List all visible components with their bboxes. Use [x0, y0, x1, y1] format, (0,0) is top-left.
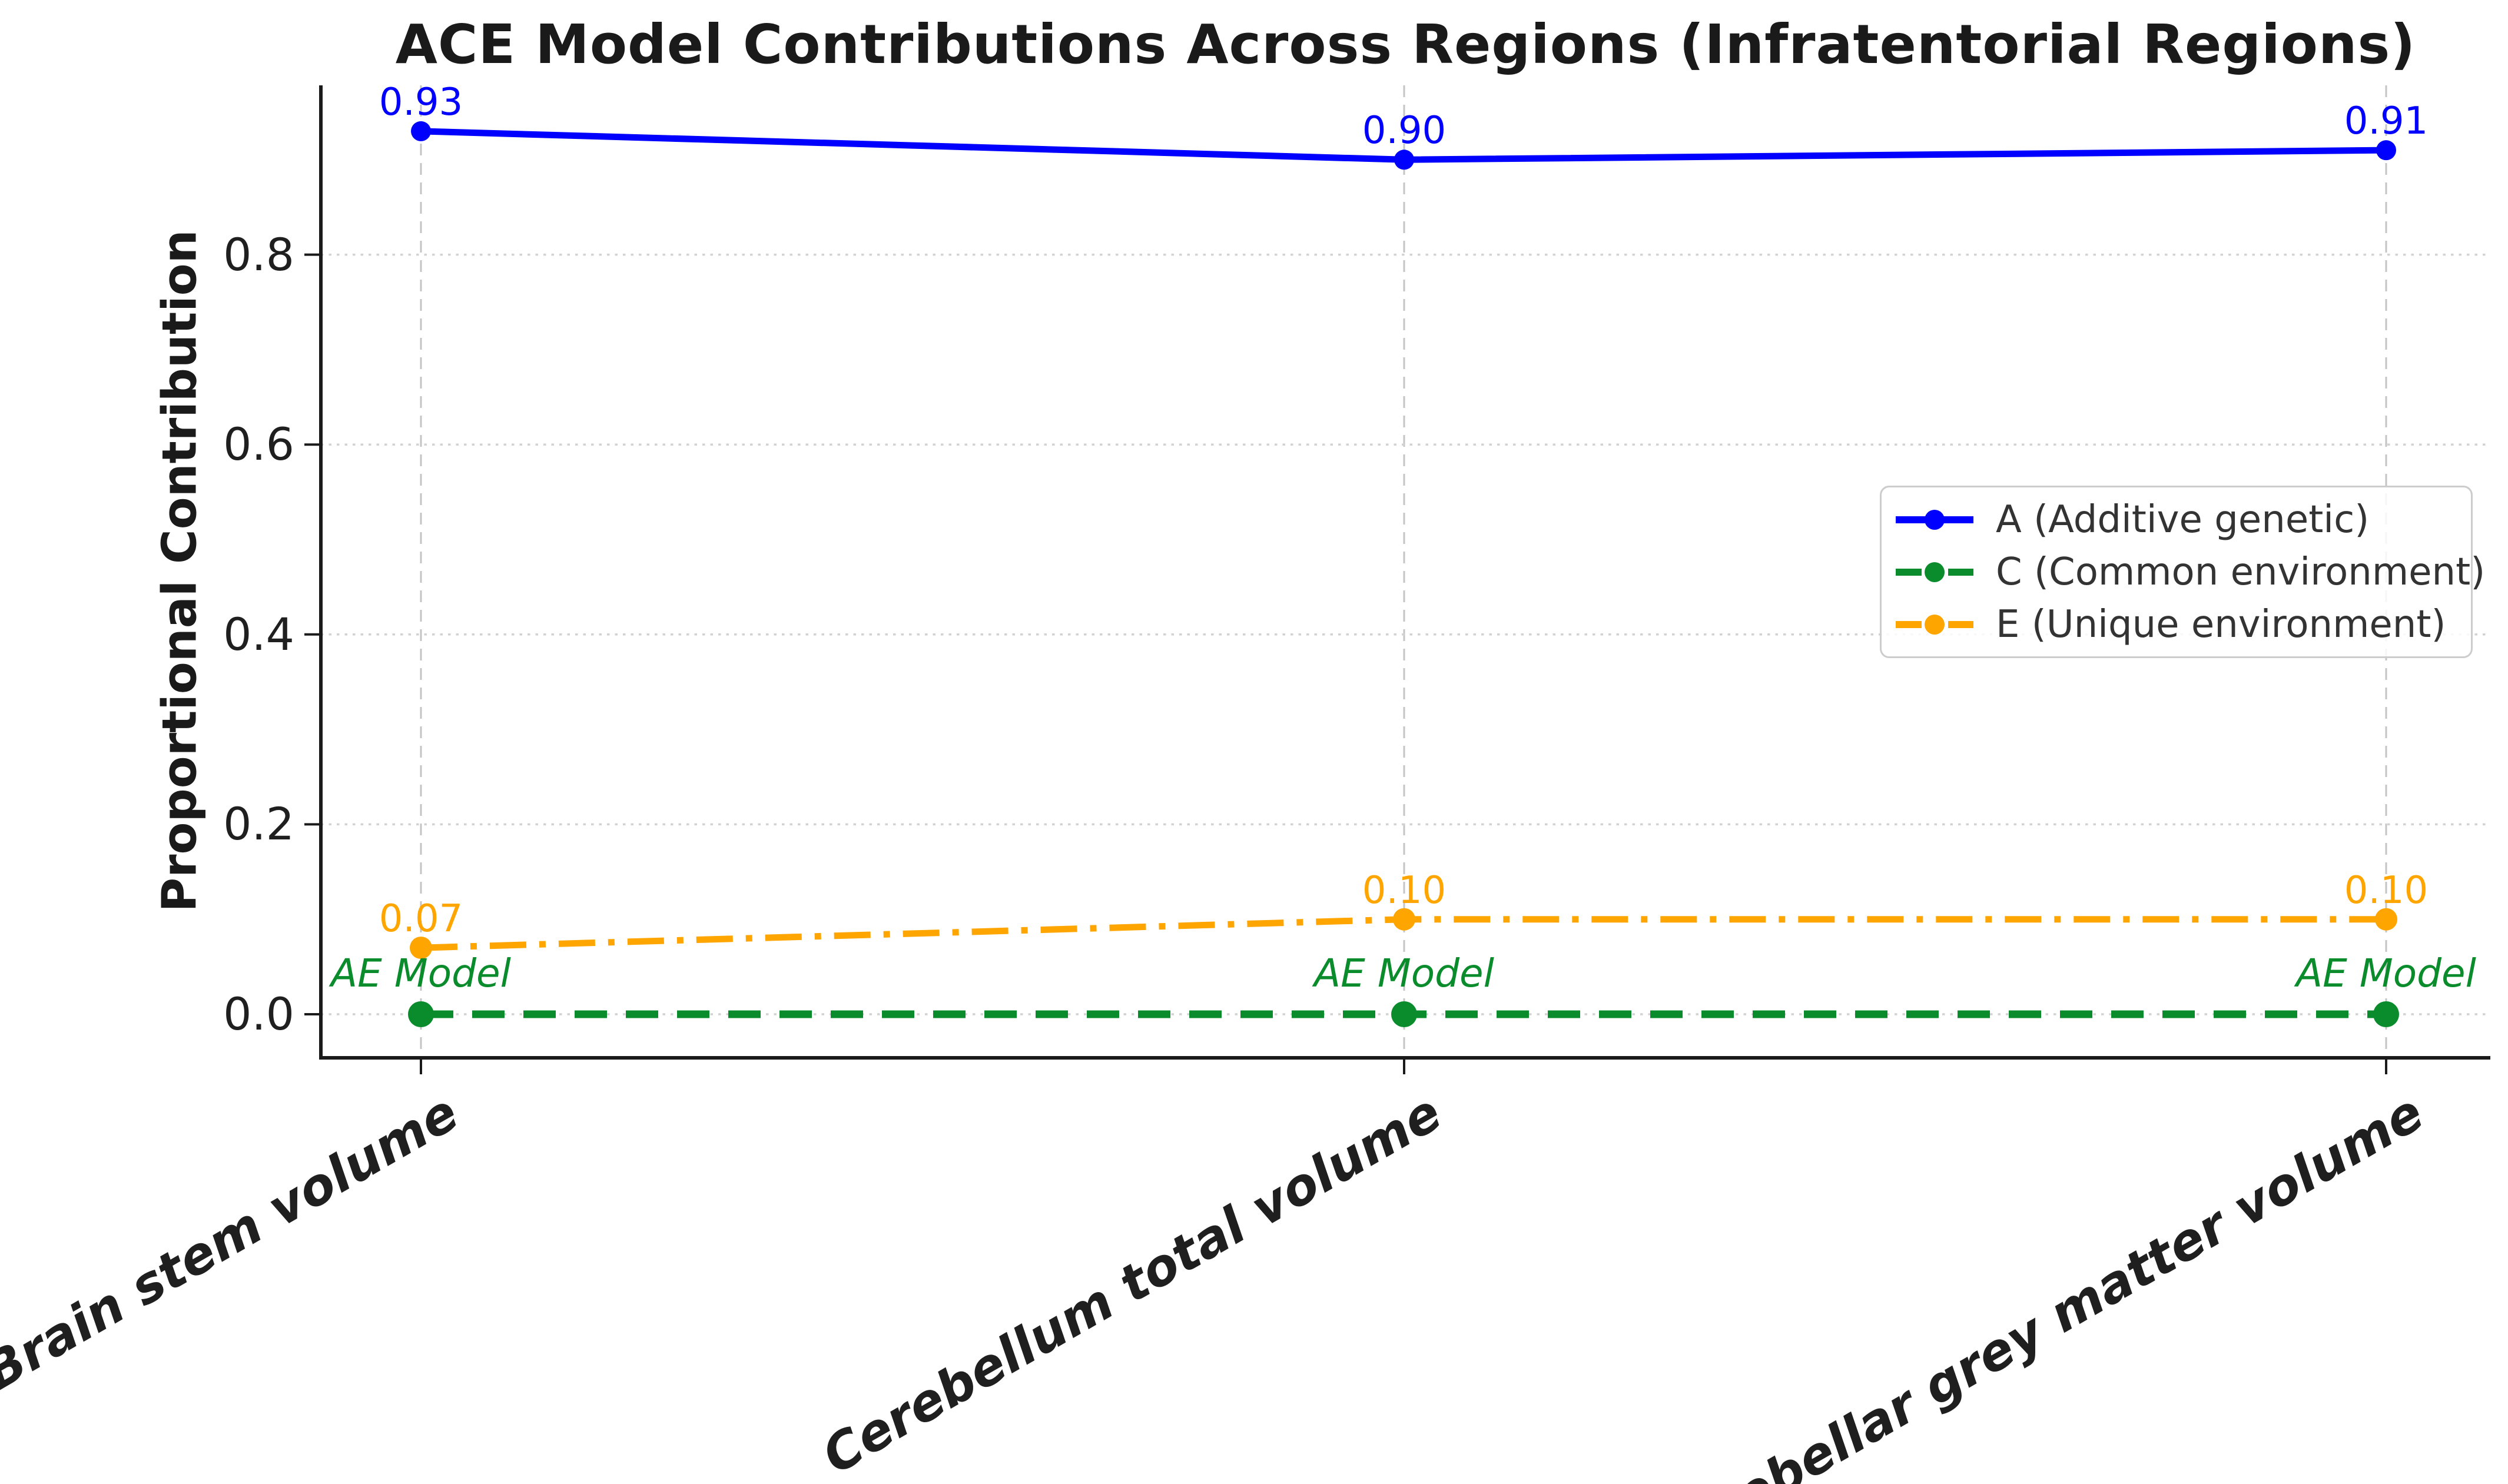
point-label-A-2: 0.91	[2344, 99, 2429, 144]
ytick-0.8: 0.8	[223, 228, 294, 281]
data-point-C-0	[408, 1001, 434, 1027]
point-label-E-0: 0.07	[379, 897, 463, 941]
ytick-0.4: 0.4	[223, 608, 294, 660]
legend-sample-marker-E	[1925, 614, 1945, 635]
annotation-ae-model-1: AE Model	[1314, 951, 1494, 996]
legend-label-common-environment: C (Common environment)	[1996, 550, 2486, 594]
data-point-E-0	[410, 937, 432, 960]
point-label-E-1: 0.10	[1362, 868, 1447, 912]
legend-sample-line-c-icon	[1896, 562, 1973, 582]
legend: A (Additive genetic) C (Common environme…	[1880, 486, 2485, 658]
legend-row-unique-environment: E (Unique environment)	[1893, 599, 2471, 650]
legend-label-additive-genetic: A (Additive genetic)	[1996, 497, 2370, 542]
legend-sample-marker-C	[1925, 562, 1945, 582]
point-label-E-2: 0.10	[2344, 868, 2429, 912]
data-point-C-1	[1391, 1001, 1417, 1027]
legend-row-additive-genetic: A (Additive genetic)	[1893, 494, 2471, 546]
data-point-A-1	[1394, 150, 1414, 170]
ytick-0.2: 0.2	[223, 798, 294, 850]
legend-sample-marker-A	[1925, 509, 1945, 530]
data-point-E-1	[1393, 908, 1415, 931]
point-label-A-1: 0.90	[1362, 109, 1447, 153]
legend-sample-line-e-icon	[1896, 614, 1973, 635]
legend-sample-line-a-icon	[1896, 509, 1973, 530]
point-label-A-0: 0.93	[379, 80, 463, 124]
data-point-A-2	[2376, 140, 2396, 161]
legend-row-common-environment: C (Common environment)	[1893, 546, 2485, 598]
data-point-E-2	[2375, 908, 2397, 931]
annotation-ae-model-2: AE Model	[2296, 951, 2476, 996]
ytick-0.6: 0.6	[223, 418, 294, 470]
ytick-0.0: 0.0	[223, 988, 294, 1040]
chart-title: ACE Model Contributions Across Regions (…	[395, 13, 2416, 76]
data-point-A-0	[411, 121, 431, 141]
annotation-ae-model-0: AE Model	[331, 951, 511, 996]
data-point-C-2	[2373, 1001, 2399, 1027]
legend-label-unique-environment: E (Unique environment)	[1996, 602, 2446, 646]
